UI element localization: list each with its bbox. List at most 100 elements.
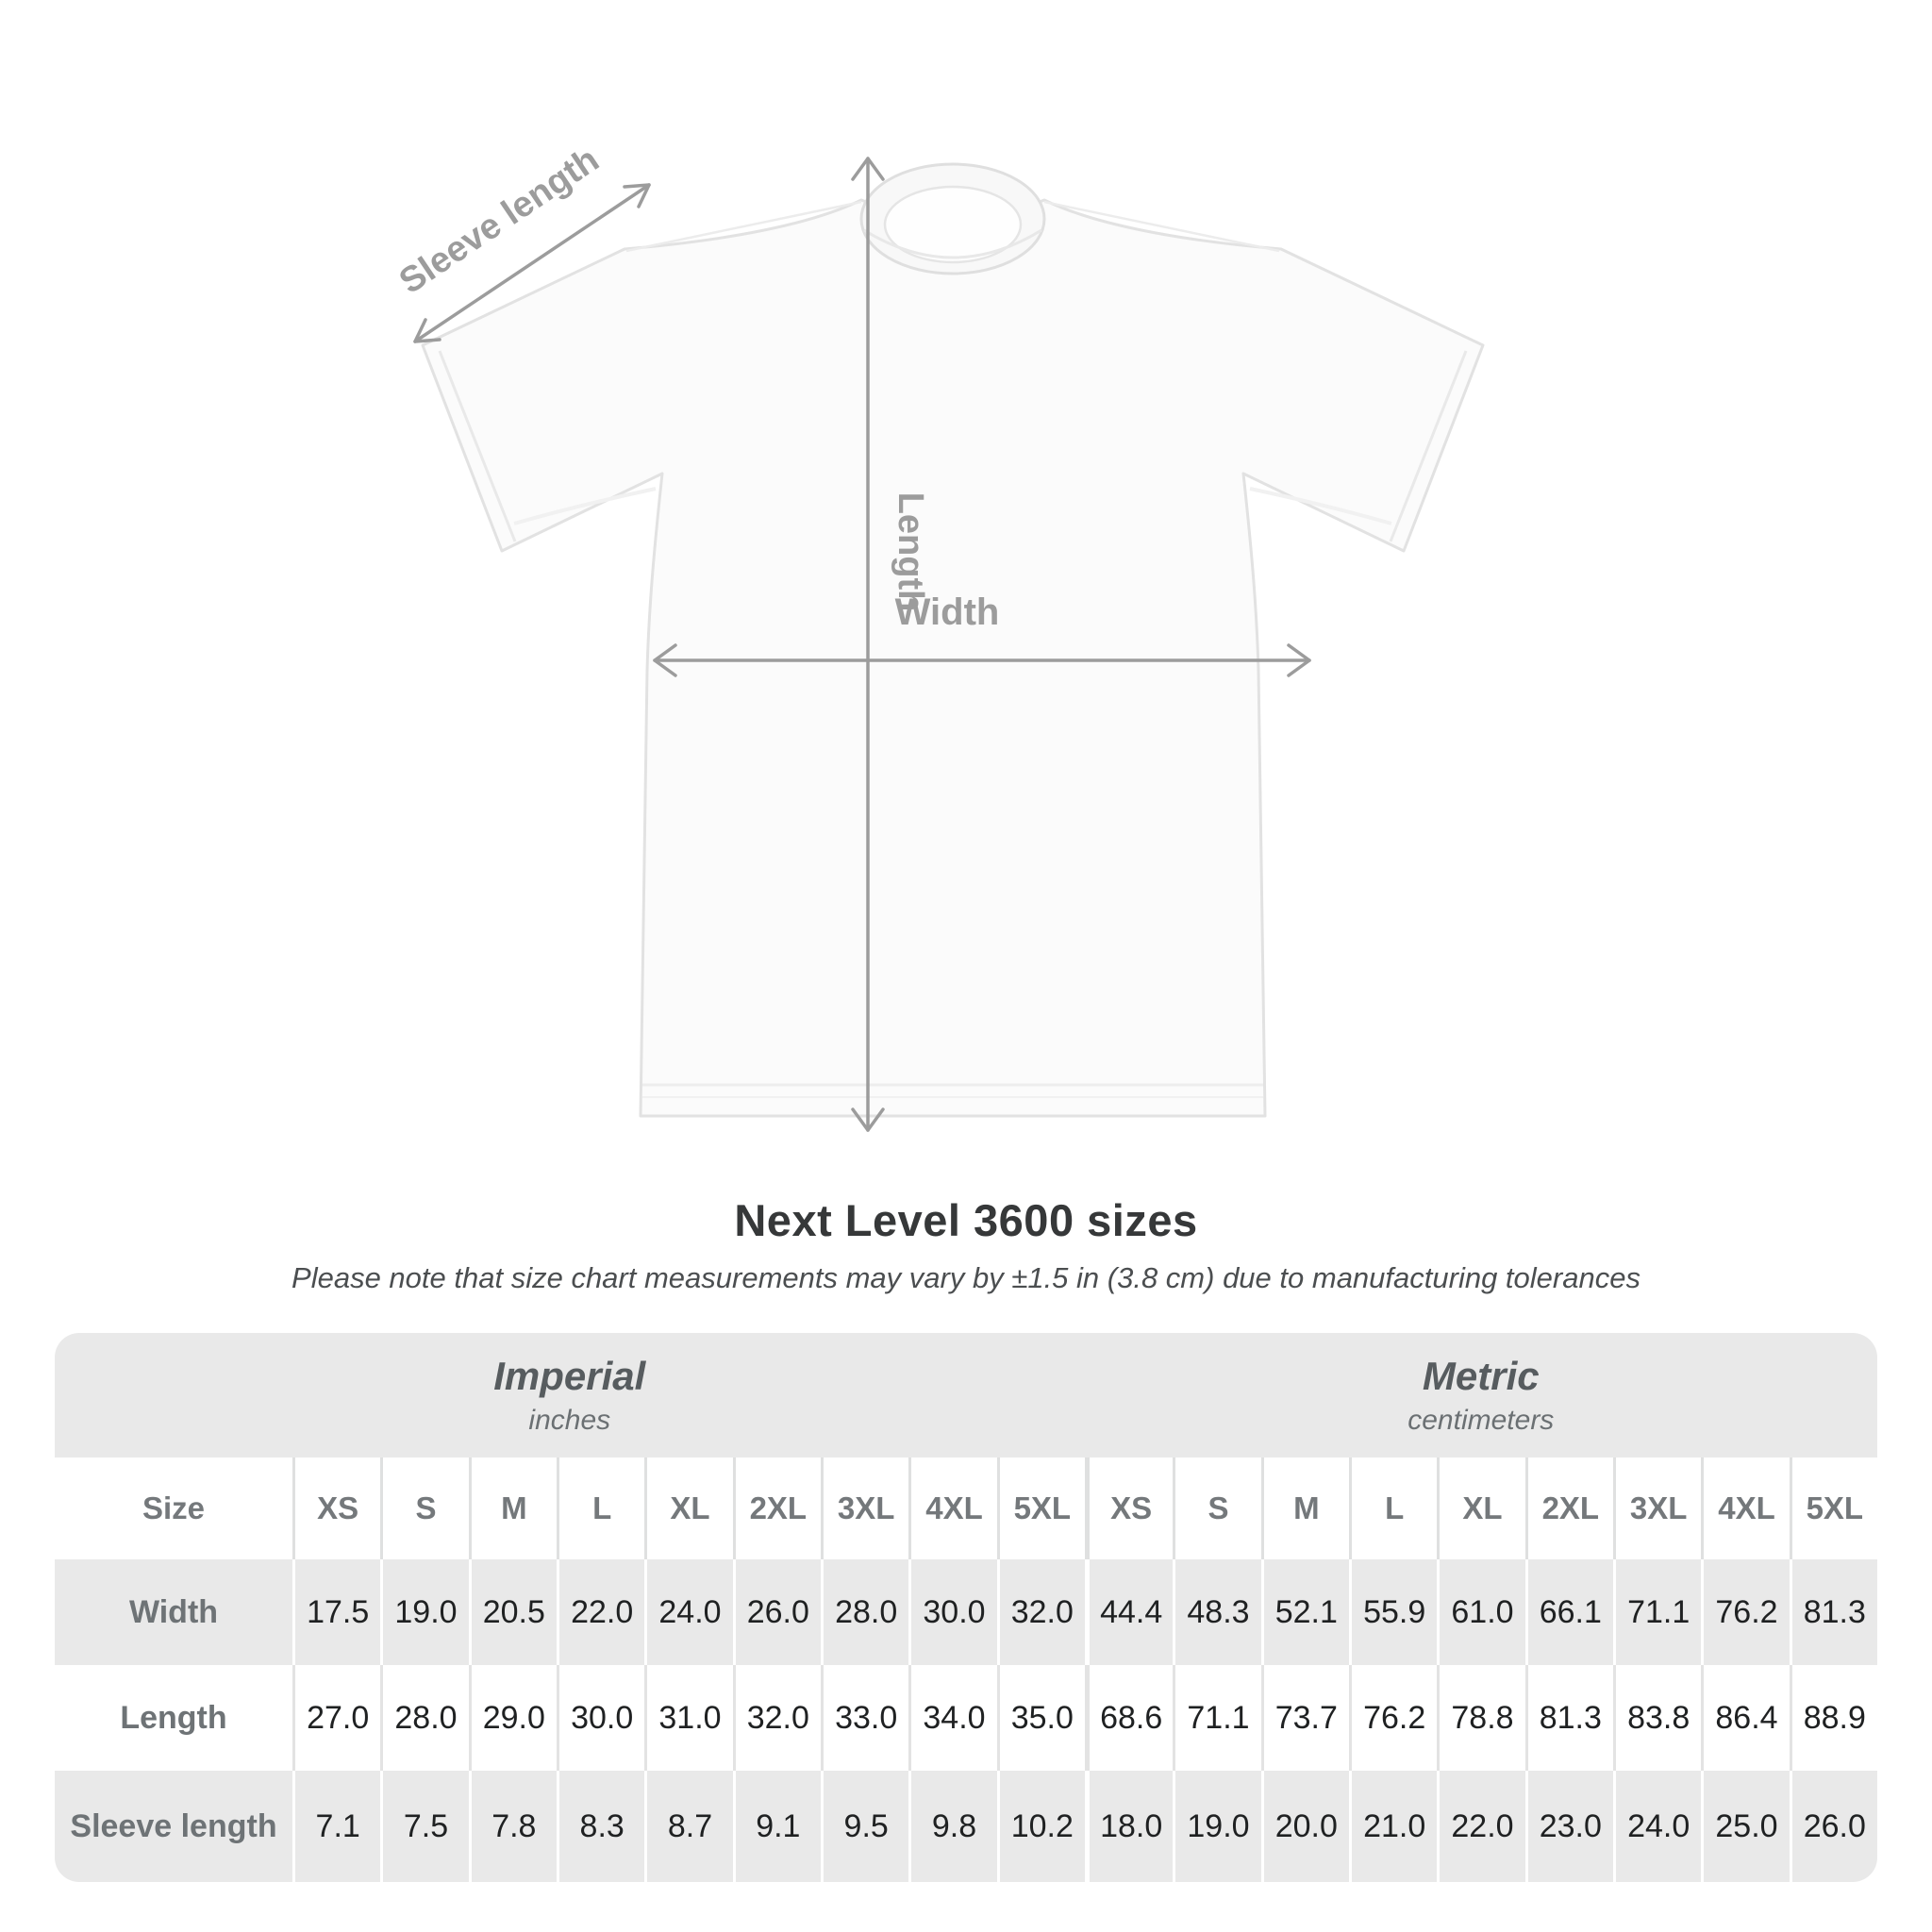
tolerance-note: Please note that size chart measurements… xyxy=(291,1261,1641,1294)
value-cell: 24.0 xyxy=(644,1559,732,1665)
value-cell: 10.2 xyxy=(996,1771,1085,1882)
size-header-cell: S xyxy=(380,1457,468,1559)
value-cell: 81.3 xyxy=(1789,1559,1877,1665)
value-cell: 24.0 xyxy=(1613,1771,1701,1882)
value-cell: 30.0 xyxy=(557,1665,644,1771)
value-cell: 23.0 xyxy=(1524,1771,1613,1882)
size-header-cell: M xyxy=(1260,1457,1349,1559)
row-label: Sleeve length xyxy=(70,1807,277,1844)
size-header-cell: S xyxy=(1173,1457,1260,1559)
size-header-cell: XS xyxy=(292,1457,380,1559)
value-cell: 52.1 xyxy=(1260,1559,1349,1665)
value-cell: 20.5 xyxy=(468,1559,557,1665)
imperial-unit: inches xyxy=(528,1405,611,1436)
imperial-header-group: Imperial inches xyxy=(55,1333,1085,1457)
value-cell: 76.2 xyxy=(1349,1665,1437,1771)
size-header-row: Size XS S M L XL 2XL 3XL 4XL 5XL XS S M L XL 2XL 3XL 4XL… xyxy=(55,1457,1877,1559)
size-header-cell: XS xyxy=(1085,1457,1173,1559)
value-cell: 28.0 xyxy=(821,1559,908,1665)
row-label: Width xyxy=(128,1593,219,1630)
imperial-title: Imperial xyxy=(493,1354,646,1398)
value-cell: 88.9 xyxy=(1789,1665,1877,1771)
size-table: Imperial inches Metric centimeters Size … xyxy=(55,1333,1877,1882)
width-arrow xyxy=(653,643,1311,677)
value-cell: 22.0 xyxy=(557,1559,644,1665)
table-row: Sleeve length 7.1 7.5 7.8 8.3 8.7 9.1 9.5 9.8 10.… xyxy=(55,1771,1877,1882)
value-cell: 9.1 xyxy=(732,1771,821,1882)
size-header-cell: M xyxy=(468,1457,557,1559)
collar-inner xyxy=(883,185,1023,264)
value-cell: 9.5 xyxy=(821,1771,908,1882)
row-label: Length xyxy=(120,1699,227,1736)
size-header-cell: 2XL xyxy=(1524,1457,1613,1559)
size-header-cell: 4XL xyxy=(908,1457,996,1559)
value-cell: 26.0 xyxy=(732,1559,821,1665)
value-cell: 61.0 xyxy=(1437,1559,1524,1665)
metric-header-group: Metric centimeters xyxy=(1085,1333,1877,1457)
size-header-cell: L xyxy=(1349,1457,1437,1559)
metric-unit: centimeters xyxy=(1407,1405,1555,1436)
value-cell: 7.8 xyxy=(468,1771,557,1882)
size-header-cell: 5XL xyxy=(1789,1457,1877,1559)
value-cell: 31.0 xyxy=(644,1665,732,1771)
value-cell: 25.0 xyxy=(1701,1771,1789,1882)
unit-header-band: Imperial inches Metric centimeters xyxy=(55,1333,1877,1457)
value-cell: 32.0 xyxy=(732,1665,821,1771)
measurement-rows: Width 17.5 19.0 20.5 22.0 24.0 26.0 28.0 30.0 32.… xyxy=(55,1559,1877,1882)
value-cell: 19.0 xyxy=(1173,1771,1260,1882)
size-header-cell: L xyxy=(557,1457,644,1559)
value-cell: 66.1 xyxy=(1524,1559,1613,1665)
value-cell: 26.0 xyxy=(1789,1771,1877,1882)
size-header-cell: XL xyxy=(1437,1457,1524,1559)
tshirt-graphic xyxy=(421,162,1485,1118)
width-label: Width xyxy=(895,591,1000,633)
value-cell: 8.7 xyxy=(644,1771,732,1882)
value-cell: 17.5 xyxy=(292,1559,380,1665)
size-column-label: Size xyxy=(142,1491,206,1525)
size-header-cell: 5XL xyxy=(996,1457,1085,1559)
value-cell: 86.4 xyxy=(1701,1665,1789,1771)
value-cell: 19.0 xyxy=(380,1559,468,1665)
table-row: Width 17.5 19.0 20.5 22.0 24.0 26.0 28.0 30.0 32.… xyxy=(55,1559,1877,1665)
value-cell: 35.0 xyxy=(996,1665,1085,1771)
metric-title: Metric xyxy=(1422,1354,1540,1398)
length-arrow xyxy=(851,157,885,1132)
value-cell: 44.4 xyxy=(1085,1559,1173,1665)
value-cell: 71.1 xyxy=(1613,1559,1701,1665)
page-title: Next Level 3600 sizes xyxy=(734,1195,1198,1245)
size-header-cell: XL xyxy=(644,1457,732,1559)
length-label: Length xyxy=(891,492,930,612)
value-cell: 78.8 xyxy=(1437,1665,1524,1771)
value-cell: 9.8 xyxy=(908,1771,996,1882)
value-cell: 7.1 xyxy=(292,1771,380,1882)
value-cell: 33.0 xyxy=(821,1665,908,1771)
value-cell: 32.0 xyxy=(996,1559,1085,1665)
size-header-cell: 3XL xyxy=(821,1457,908,1559)
sleeve-length-arrow xyxy=(413,183,651,343)
size-header-cell: 2XL xyxy=(732,1457,821,1559)
value-cell: 73.7 xyxy=(1260,1665,1349,1771)
value-cell: 55.9 xyxy=(1349,1559,1437,1665)
size-header-cell: 3XL xyxy=(1613,1457,1701,1559)
value-cell: 21.0 xyxy=(1349,1771,1437,1882)
value-cell: 30.0 xyxy=(908,1559,996,1665)
value-cell: 28.0 xyxy=(380,1665,468,1771)
table-row: Length 27.0 28.0 29.0 30.0 31.0 32.0 33.0 34.0 35… xyxy=(55,1665,1877,1771)
value-cell: 68.6 xyxy=(1085,1665,1173,1771)
value-cell: 81.3 xyxy=(1524,1665,1613,1771)
value-cell: 8.3 xyxy=(557,1771,644,1882)
value-cell: 48.3 xyxy=(1173,1559,1260,1665)
value-cell: 22.0 xyxy=(1437,1771,1524,1882)
value-cell: 71.1 xyxy=(1173,1665,1260,1771)
value-cell: 76.2 xyxy=(1701,1559,1789,1665)
value-cell: 20.0 xyxy=(1260,1771,1349,1882)
value-cell: 29.0 xyxy=(468,1665,557,1771)
value-cell: 18.0 xyxy=(1085,1771,1173,1882)
size-header-cell: 4XL xyxy=(1701,1457,1789,1559)
tshirt-diagram: Sleeve length Length Width xyxy=(392,140,1485,1132)
value-cell: 7.5 xyxy=(380,1771,468,1882)
value-cell: 34.0 xyxy=(908,1665,996,1771)
value-cell: 83.8 xyxy=(1613,1665,1701,1771)
value-cell: 27.0 xyxy=(292,1665,380,1771)
